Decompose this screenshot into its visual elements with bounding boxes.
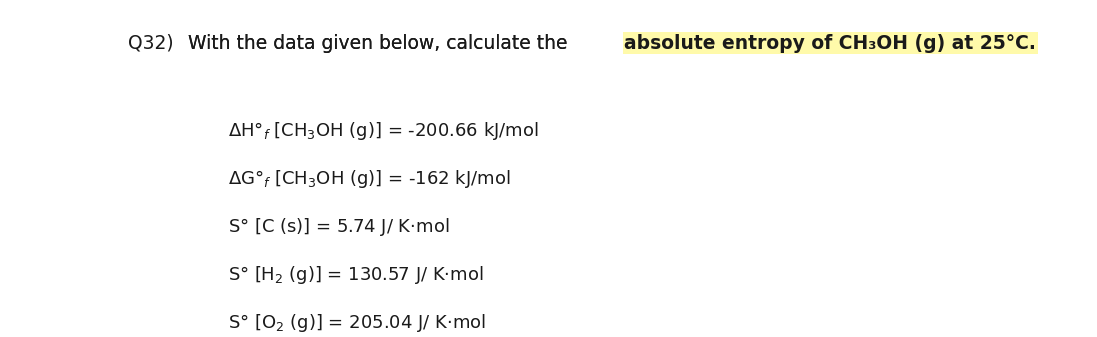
Text: $\Delta$G°$_f$ [CH$_3$OH (g)] = -162 kJ/mol: $\Delta$G°$_f$ [CH$_3$OH (g)] = -162 kJ/… bbox=[228, 168, 511, 190]
Text: With the data given below, calculate the: With the data given below, calculate the bbox=[189, 34, 574, 53]
Text: $\Delta$H°$_f$ [CH$_3$OH (g)] = -200.66 kJ/mol: $\Delta$H°$_f$ [CH$_3$OH (g)] = -200.66 … bbox=[228, 120, 540, 142]
Text: S° [C (s)] = 5.74 J/ K$\cdot$mol: S° [C (s)] = 5.74 J/ K$\cdot$mol bbox=[228, 216, 450, 238]
Text: Q32): Q32) bbox=[128, 34, 173, 53]
Text: S° [O$_2$ (g)] = 205.04 J/ K$\cdot$mol: S° [O$_2$ (g)] = 205.04 J/ K$\cdot$mol bbox=[228, 312, 486, 334]
Text: With the data given below, calculate the: With the data given below, calculate the bbox=[189, 34, 574, 53]
Text: S° [H$_2$ (g)] = 130.57 J/ K$\cdot$mol: S° [H$_2$ (g)] = 130.57 J/ K$\cdot$mol bbox=[228, 264, 484, 286]
Text: absolute entropy of CH₃OH (g) at 25°C.: absolute entropy of CH₃OH (g) at 25°C. bbox=[624, 34, 1037, 53]
